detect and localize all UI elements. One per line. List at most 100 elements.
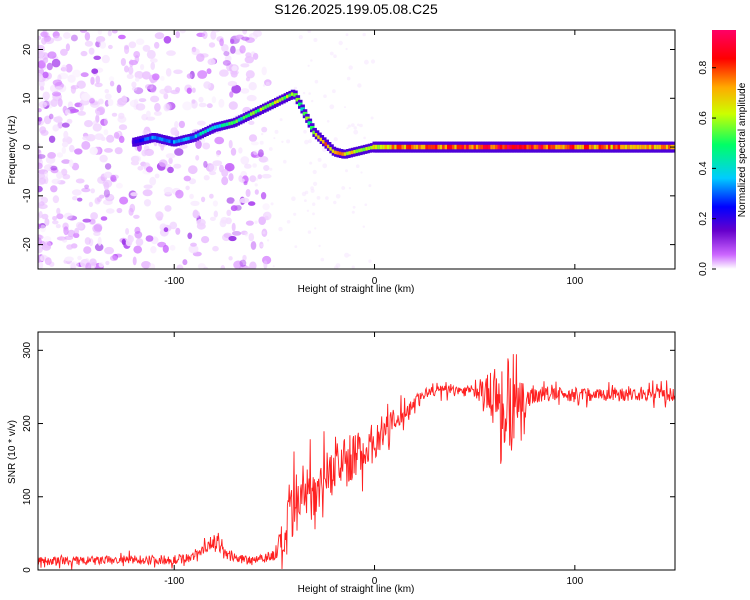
spectrum-noise-blob	[107, 99, 114, 106]
ridge-core	[509, 144, 514, 150]
spectrum-noise-blob	[140, 64, 145, 70]
snr-x-ticks: -100 0 100	[164, 332, 584, 587]
spectrum-noise-blob	[219, 38, 224, 47]
ridge-core	[627, 144, 632, 150]
ridge-core	[562, 144, 567, 150]
ridge-core	[468, 144, 474, 150]
spectrum-noise-blob	[160, 143, 165, 151]
ridge-core	[237, 118, 243, 122]
ridge-core	[651, 144, 656, 150]
spectrum-noise-blob	[99, 41, 107, 49]
ridge-core	[591, 144, 596, 150]
ridge-core	[444, 144, 450, 150]
spectrum-noise-blob	[95, 75, 101, 84]
spectrum-noise-blob	[38, 108, 42, 113]
spectrum-noise-blob	[202, 142, 211, 150]
spectrum-noise-blob	[228, 139, 233, 149]
spectrum-noise-blob	[142, 129, 149, 136]
spectrum-noise-dot	[357, 83, 362, 88]
spectrum-noise-blob	[44, 257, 52, 266]
spectrum-noise-dot	[362, 225, 365, 228]
spectrum-noise-blob	[175, 31, 180, 39]
ridge-core	[324, 142, 329, 146]
ridge-core	[475, 144, 481, 150]
ridge-core	[336, 151, 341, 155]
spectrum-noise-blob	[173, 163, 182, 169]
spectrum-noise-dot	[304, 139, 309, 145]
ridge-core	[439, 144, 445, 150]
ridge-core	[492, 144, 498, 150]
spectrum-noise-blob	[71, 162, 80, 171]
colorbar-tick-label: 0.6	[698, 111, 709, 125]
spectrum-noise-dot	[348, 187, 351, 190]
spectrum-noise-blob	[40, 31, 48, 38]
spectrum-noise-blob	[84, 32, 91, 41]
spectrum-noise-dot	[254, 220, 258, 224]
spectrum-noise-dot	[341, 186, 346, 190]
ridge-core	[153, 135, 159, 140]
spectrum-noise-dot	[265, 211, 271, 217]
ridge-core	[221, 123, 226, 128]
spectrogram-marks	[38, 30, 675, 269]
spectrum-noise-blob	[178, 120, 185, 129]
spectrum-noise-blob	[81, 141, 91, 150]
spectrum-noise-blob	[227, 80, 238, 87]
spectrum-noise-blob	[240, 156, 250, 165]
spectrum-noise-dot	[370, 116, 374, 120]
spectrum-noise-blob	[170, 127, 178, 136]
spectrum-noise-blob	[231, 231, 242, 236]
ridge-core	[165, 138, 171, 143]
spectrum-noise-blob	[221, 176, 229, 186]
y-tick-label: 200	[22, 415, 33, 432]
spectrum-noise-dot	[262, 231, 266, 235]
ridge-core	[278, 98, 284, 102]
ridge-core	[377, 144, 382, 150]
spectrum-noise-blob	[63, 212, 73, 220]
spectrum-noise-blob	[118, 112, 125, 120]
spectrum-noise-blob	[201, 196, 206, 203]
spectrum-noise-blob	[150, 84, 157, 93]
spectrum-noise-dot	[312, 212, 315, 216]
ridge-core	[636, 144, 642, 150]
spectrum-noise-blob	[134, 231, 143, 239]
x-tick-label: -100	[164, 276, 184, 287]
spectrum-noise-blob	[38, 60, 46, 69]
spectrum-noise-blob	[228, 256, 233, 261]
ridge-core	[502, 144, 507, 150]
colorbar: 0.0 0.2 0.4 0.6 0.8 Normalized spectral ampl…	[698, 30, 748, 276]
spectrum-noise-blob	[142, 189, 153, 197]
spectrum-noise-dot	[352, 205, 356, 209]
ridge-core	[586, 144, 591, 150]
ridge-core	[189, 136, 195, 140]
spectrum-noise-dot	[338, 40, 343, 46]
ridge-core	[511, 144, 517, 150]
spectrum-noise-blob	[262, 203, 270, 211]
spectrum-noise-blob	[114, 147, 123, 155]
spectrum-noise-dot	[312, 202, 316, 206]
spectrum-noise-blob	[38, 212, 41, 221]
ridge-core	[415, 144, 421, 150]
spectrum-noise-blob	[109, 80, 115, 87]
spectrum-noise-blob	[125, 228, 130, 235]
spectrum-noise-dot	[307, 30, 312, 33]
spectrum-noise-blob	[263, 260, 268, 269]
spectrum-noise-dot	[283, 159, 287, 164]
ridge-core	[418, 144, 423, 150]
spectrum-noise-blob	[46, 62, 53, 71]
ridge-core	[555, 144, 560, 150]
spectrum-noise-blob	[131, 81, 137, 88]
ridge-core	[362, 147, 368, 152]
spectrum-noise-blob	[98, 262, 105, 268]
spectrum-noise-blob	[110, 174, 117, 182]
figure-title: S126.2025.199.05.08.C25	[274, 1, 438, 17]
spectrum-noise-blob	[100, 216, 108, 221]
spectrogram-y-ticks: -20 -10 0 10 20	[22, 44, 675, 252]
spectrum-noise-blob	[145, 116, 156, 121]
spectrum-noise-blob	[141, 113, 148, 121]
spectrum-noise-blob	[38, 49, 45, 59]
spectrum-noise-dot	[332, 89, 336, 94]
ridge-core	[473, 144, 478, 150]
spectrum-noise-blob	[53, 116, 63, 123]
spectrum-noise-blob	[63, 32, 71, 39]
ridge-core	[168, 139, 173, 143]
